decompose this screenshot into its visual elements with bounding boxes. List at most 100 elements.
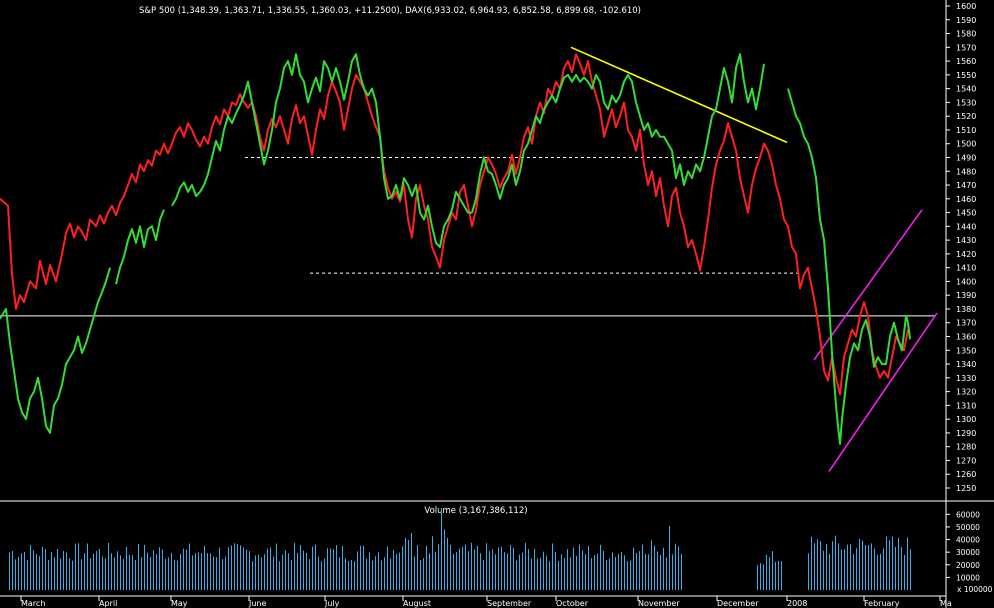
volume-bar bbox=[117, 551, 118, 590]
volume-bar bbox=[396, 553, 397, 590]
volume-bar bbox=[372, 560, 373, 590]
price-tick-label: 1260 bbox=[956, 470, 976, 479]
volume-bar bbox=[642, 544, 643, 590]
volume-bar bbox=[195, 553, 196, 590]
volume-bar bbox=[375, 556, 376, 590]
volume-bar bbox=[820, 541, 821, 590]
volume-bar bbox=[81, 559, 82, 590]
volume-bar bbox=[45, 549, 46, 590]
price-tick-label: 1430 bbox=[956, 236, 976, 245]
volume-bar bbox=[627, 561, 628, 590]
price-tick-label: 1270 bbox=[956, 456, 976, 465]
volume-bar bbox=[279, 561, 280, 590]
volume-bar bbox=[486, 543, 487, 590]
volume-bar bbox=[222, 559, 223, 590]
volume-bar bbox=[450, 544, 451, 590]
volume-bar bbox=[141, 557, 142, 590]
month-label: February bbox=[864, 599, 900, 608]
volume-bar bbox=[189, 543, 190, 590]
volume-bar bbox=[327, 548, 328, 590]
volume-bar bbox=[567, 549, 568, 590]
volume-bar bbox=[198, 552, 199, 590]
price-tick-label: 1340 bbox=[956, 360, 976, 369]
price-tick-label: 1390 bbox=[956, 291, 976, 300]
price-tick-label: 1440 bbox=[956, 222, 976, 231]
volume-bar bbox=[555, 551, 556, 590]
volume-bar bbox=[618, 554, 619, 590]
volume-bar bbox=[489, 551, 490, 590]
volume-bar bbox=[459, 548, 460, 590]
price-tick-label: 1360 bbox=[956, 333, 976, 342]
volume-bar bbox=[636, 552, 637, 590]
month-label: May bbox=[171, 599, 188, 608]
volume-bar bbox=[360, 545, 361, 590]
volume-bar bbox=[597, 553, 598, 590]
volume-bar bbox=[300, 545, 301, 590]
price-tick-label: 1490 bbox=[956, 153, 976, 162]
volume-bar bbox=[669, 525, 670, 590]
price-tick-label: 1570 bbox=[956, 43, 976, 52]
dax-line bbox=[115, 209, 165, 285]
volume-bar bbox=[766, 554, 767, 590]
volume-bar bbox=[519, 554, 520, 590]
volume-bar bbox=[147, 552, 148, 590]
volume-bar bbox=[540, 557, 541, 590]
volume-bar bbox=[249, 551, 250, 590]
month-label: 2008 bbox=[787, 599, 807, 608]
volume-bar bbox=[135, 560, 136, 590]
volume-bar bbox=[621, 551, 622, 590]
volume-tick-label: 60000 bbox=[956, 510, 980, 519]
volume-bar bbox=[57, 548, 58, 590]
volume-bar bbox=[856, 548, 857, 590]
volume-bar bbox=[186, 549, 187, 590]
volume-bar bbox=[330, 548, 331, 590]
volume-bar bbox=[826, 543, 827, 590]
volume-bar bbox=[345, 558, 346, 590]
volume-bar bbox=[663, 547, 664, 590]
volume-bar bbox=[69, 558, 70, 590]
volume-bar bbox=[399, 552, 400, 590]
volume-bar bbox=[880, 553, 881, 590]
volume-bar bbox=[429, 553, 430, 590]
volume-bar bbox=[348, 560, 349, 590]
month-label: December bbox=[717, 599, 759, 608]
volume-bar bbox=[306, 552, 307, 590]
yellow-trendline bbox=[570, 46, 788, 144]
volume-bar bbox=[336, 545, 337, 590]
volume-bar bbox=[757, 564, 758, 590]
price-tick-label: 1590 bbox=[956, 16, 976, 25]
volume-bar bbox=[27, 560, 28, 590]
volume-bar bbox=[564, 558, 565, 590]
volume-tick-label: 10000 bbox=[956, 573, 980, 582]
volume-bar bbox=[132, 554, 133, 590]
volume-bar bbox=[907, 537, 908, 590]
volume-bar bbox=[165, 559, 166, 590]
price-series bbox=[0, 53, 911, 445]
volume-bar bbox=[66, 552, 67, 590]
volume-bar bbox=[546, 555, 547, 590]
volume-bar bbox=[612, 552, 613, 590]
volume-bar bbox=[123, 558, 124, 590]
volume-bar bbox=[672, 554, 673, 590]
volume-bar bbox=[324, 558, 325, 590]
price-tick-label: 1450 bbox=[956, 209, 976, 218]
volume-bar bbox=[240, 545, 241, 590]
volume-bar bbox=[477, 545, 478, 590]
volume-bar bbox=[21, 553, 22, 590]
volume-bar bbox=[78, 543, 79, 590]
volume-bar bbox=[850, 544, 851, 590]
volume-bar bbox=[72, 560, 73, 590]
volume-unit-label: x 100000 bbox=[957, 585, 993, 594]
price-tick-label: 1470 bbox=[956, 181, 976, 190]
volume-bar bbox=[871, 543, 872, 590]
volume-bar bbox=[30, 544, 31, 590]
volume-bar bbox=[48, 560, 49, 590]
volume-bar bbox=[108, 542, 109, 590]
volume-bar bbox=[549, 561, 550, 590]
volume-bar bbox=[261, 557, 262, 590]
volume-bar bbox=[246, 549, 247, 590]
volume-bar bbox=[522, 552, 523, 590]
volume-bar bbox=[114, 557, 115, 590]
